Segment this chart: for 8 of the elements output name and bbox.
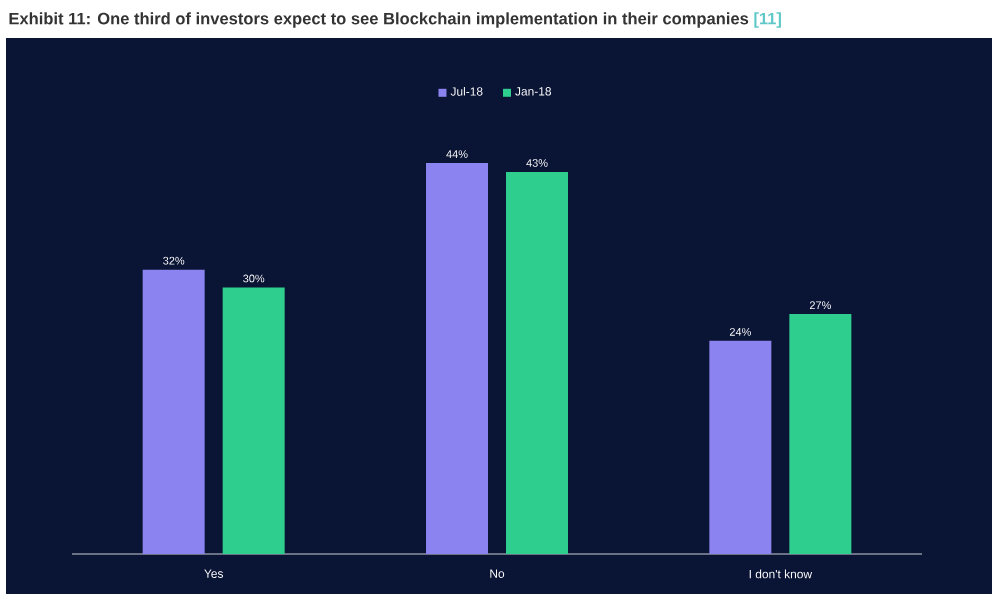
text: [11]: [754, 12, 781, 28]
bar: [789, 314, 852, 554]
bar: [142, 269, 205, 554]
bar: [709, 340, 772, 554]
bar: [222, 287, 285, 554]
bar: [426, 163, 489, 554]
bar: [506, 171, 569, 554]
chart-title: Exhibit 11: One third of investors expect to see Blockchain implementation in their companies: [9, 12, 749, 28]
